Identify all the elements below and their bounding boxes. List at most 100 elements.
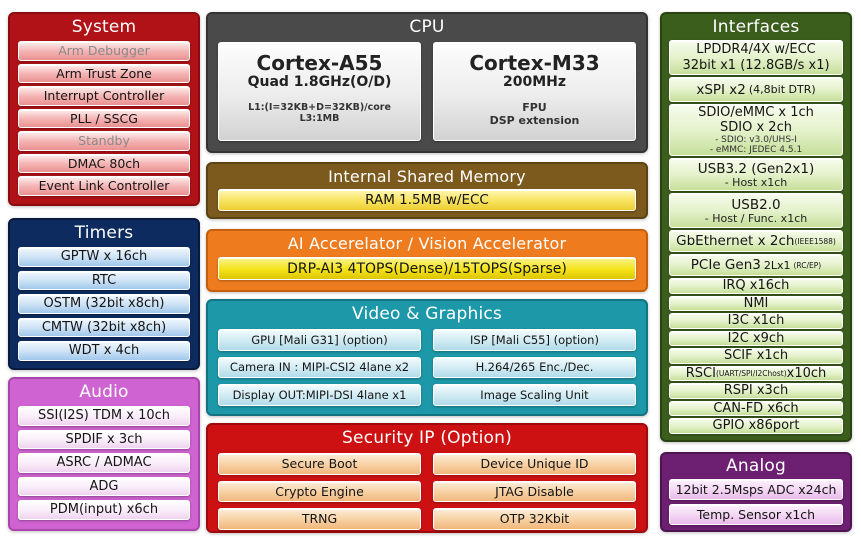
security-item-jtag-disable: JTAG Disable bbox=[433, 480, 636, 502]
cortex-m33-dsp-note: DSP extension bbox=[489, 114, 580, 127]
block-ai-accelerator: AI Accerelator / Vision Accelerator DRP-… bbox=[206, 229, 648, 292]
analog-item-temp-sensor: Temp. Sensor x1ch bbox=[669, 504, 843, 525]
xspi-suffix: (4,8bit DTR) bbox=[748, 83, 816, 96]
interfaces-item-rsci: RSCI (UART/SPI/I2Chost) x10ch bbox=[669, 365, 843, 381]
cortex-m33-clock: 200MHz bbox=[502, 74, 567, 90]
audio-title: Audio bbox=[79, 382, 129, 402]
system-item-interrupt-controller: Interrupt Controller bbox=[18, 86, 190, 106]
cortex-a55-l3-note: L3:1MB bbox=[299, 113, 340, 124]
security-title: Security IP (Option) bbox=[342, 428, 512, 448]
lpddr-line2: 32bit x1 (12.8GB/s x1) bbox=[682, 57, 830, 73]
interfaces-item-usb3: USB3.2 (Gen2x1) - Host x1ch bbox=[669, 158, 843, 191]
block-video-graphics: Video & Graphics GPU [Mali G31] (option)… bbox=[206, 299, 648, 416]
system-item-event-link-controller: Event Link Controller bbox=[18, 176, 190, 196]
cortex-m33-feature-notes: FPU DSP extension bbox=[434, 101, 635, 127]
interfaces-item-pcie: PCIe Gen3 2Lx1 (RC/EP) bbox=[669, 254, 843, 276]
interfaces-item-canfd: CAN-FD x6ch bbox=[669, 400, 843, 416]
block-security-ip: Security IP (Option) Secure Boot Device … bbox=[206, 423, 648, 533]
block-interfaces: Interfaces LPDDR4/4X w/ECC 32bit x1 (12.… bbox=[660, 12, 852, 442]
usb2-note: - Host / Func. x1ch bbox=[704, 211, 808, 225]
interfaces-item-xspi: xSPI x2 (4,8bit DTR) bbox=[669, 77, 843, 102]
sdio-note2: - eMMC: JEDEC 4.5.1 bbox=[709, 145, 803, 155]
rsci-pre: RSCI bbox=[685, 365, 716, 381]
video-item-display-out: Display OUT:MIPI-DSI 4lane x1 bbox=[218, 384, 421, 406]
interfaces-item-i2c: I2C x9ch bbox=[669, 330, 843, 346]
video-item-codec: H.264/265 Enc./Dec. bbox=[433, 356, 636, 378]
interfaces-item-rspi: RSPI x3ch bbox=[669, 383, 843, 399]
pcie-lanes: 2Lx1 bbox=[763, 258, 791, 272]
video-item-isp: ISP [Mali C55] (option) bbox=[433, 329, 636, 351]
interfaces-item-scif: SCIF x1ch bbox=[669, 348, 843, 364]
cortex-m33-name: Cortex-M33 bbox=[469, 51, 600, 75]
security-item-trng: TRNG bbox=[218, 508, 421, 530]
video-title: Video & Graphics bbox=[352, 304, 502, 324]
gbe-main: GbEthernet x 2ch bbox=[676, 233, 795, 249]
video-item-gpu: GPU [Mali G31] (option) bbox=[218, 329, 421, 351]
interfaces-item-irq: IRQ x16ch bbox=[669, 278, 843, 294]
cpu-cores: Cortex-A55 Quad 1.8GHz(O/D) L1:(I=32KB+D… bbox=[208, 40, 646, 151]
system-item-dmac: DMAC 80ch bbox=[18, 153, 190, 173]
block-analog: Analog 12bit 2.5Msps ADC x24ch Temp. Sen… bbox=[660, 452, 852, 532]
audio-items: SSI(I2S) TDM x 10ch SPDIF x 3ch ASRC / A… bbox=[10, 405, 198, 528]
analog-title: Analog bbox=[726, 456, 786, 476]
timers-item-cmtw: CMTW (32bit x8ch) bbox=[18, 317, 190, 337]
security-items: Secure Boot Device Unique ID Crypto Engi… bbox=[208, 451, 646, 540]
system-item-standby: Standby bbox=[18, 131, 190, 151]
interfaces-title: Interfaces bbox=[712, 17, 800, 37]
timers-item-wdt: WDT x 4ch bbox=[18, 341, 190, 361]
security-item-secure-boot: Secure Boot bbox=[218, 453, 421, 475]
block-timers: Timers GPTW x 16ch RTC OSTM (32bit x8ch)… bbox=[8, 218, 200, 370]
interfaces-item-nmi: NMI bbox=[669, 295, 843, 311]
video-item-image-scaling: Image Scaling Unit bbox=[433, 384, 636, 406]
cpu-core-cortex-m33: Cortex-M33 200MHz FPU DSP extension bbox=[433, 42, 636, 141]
pcie-suffix: (RC/EP) bbox=[793, 260, 822, 270]
video-item-camera-in: Camera IN : MIPI-CSI2 4lane x2 bbox=[218, 356, 421, 378]
timers-item-rtc: RTC bbox=[18, 270, 190, 290]
interfaces-item-i3c: I3C x1ch bbox=[669, 313, 843, 329]
cortex-a55-cache-notes: L1:(I=32KB+D=32KB)/core L3:1MB bbox=[219, 102, 420, 124]
rsci-post: x10ch bbox=[786, 365, 827, 381]
memory-items: RAM 1.5MB w/ECC bbox=[208, 189, 646, 219]
sdio-line2: SDIO x 2ch bbox=[720, 120, 792, 135]
audio-item-pdm: PDM(input) x6ch bbox=[18, 500, 190, 520]
timers-items: GPTW x 16ch RTC OSTM (32bit x8ch) CMTW (… bbox=[10, 246, 198, 369]
gbe-suffix: (IEEE1588) bbox=[794, 236, 836, 246]
video-items: GPU [Mali G31] (option) ISP [Mali C55] (… bbox=[208, 327, 646, 416]
rsci-tiny: (UART/SPI/I2Chost) bbox=[715, 368, 787, 378]
sdio-note1: - SDIO: v3.0/UHS-I bbox=[715, 135, 797, 145]
analog-items: 12bit 2.5Msps ADC x24ch Temp. Sensor x1c… bbox=[662, 478, 850, 532]
block-audio: Audio SSI(I2S) TDM x 10ch SPDIF x 3ch AS… bbox=[8, 377, 200, 531]
system-title: System bbox=[71, 17, 137, 37]
interfaces-item-lpddr: LPDDR4/4X w/ECC 32bit x1 (12.8GB/s x1) bbox=[669, 40, 843, 75]
system-item-arm-debugger: Arm Debugger bbox=[18, 41, 190, 61]
sdio-line1: SDIO/eMMC x 1ch bbox=[698, 105, 814, 120]
ai-item-drp-ai3: DRP-AI3 4TOPS(Dense)/15TOPS(Sparse) bbox=[218, 257, 636, 280]
system-items: Arm Debugger Arm Trust Zone Interrupt Co… bbox=[10, 40, 198, 204]
cortex-m33-fpu-note: FPU bbox=[522, 101, 547, 114]
cortex-a55-clock: Quad 1.8GHz(O/D) bbox=[247, 74, 392, 90]
security-item-otp: OTP 32Kbit bbox=[433, 508, 636, 530]
ai-items: DRP-AI3 4TOPS(Dense)/15TOPS(Sparse) bbox=[208, 256, 646, 289]
analog-item-adc: 12bit 2.5Msps ADC x24ch bbox=[669, 479, 843, 500]
interfaces-item-sdio: SDIO/eMMC x 1ch SDIO x 2ch - SDIO: v3.0/… bbox=[669, 104, 843, 156]
memory-item-ram: RAM 1.5MB w/ECC bbox=[218, 189, 636, 211]
audio-item-adg: ADG bbox=[18, 476, 190, 496]
timers-item-gptw: GPTW x 16ch bbox=[18, 247, 190, 267]
interfaces-items: LPDDR4/4X w/ECC 32bit x1 (12.8GB/s x1) x… bbox=[662, 40, 850, 440]
cortex-a55-l1-note: L1:(I=32KB+D=32KB)/core bbox=[248, 102, 391, 113]
ai-title: AI Accerelator / Vision Accelerator bbox=[287, 234, 567, 253]
block-internal-shared-memory: Internal Shared Memory RAM 1.5MB w/ECC bbox=[206, 162, 648, 219]
interfaces-item-gpio: GPIO x86port bbox=[669, 418, 843, 434]
cpu-title: CPU bbox=[409, 17, 445, 37]
system-item-pll-sscg: PLL / SSCG bbox=[18, 108, 190, 128]
memory-title: Internal Shared Memory bbox=[328, 167, 526, 186]
audio-item-spdif: SPDIF x 3ch bbox=[18, 429, 190, 449]
block-system: System Arm Debugger Arm Trust Zone Inter… bbox=[8, 12, 200, 206]
xspi-main: xSPI x2 bbox=[696, 81, 746, 98]
lpddr-line1: LPDDR4/4X w/ECC bbox=[696, 41, 816, 57]
usb3-note: - Host x1ch bbox=[724, 175, 788, 189]
timers-title: Timers bbox=[74, 223, 134, 243]
audio-item-ssi: SSI(I2S) TDM x 10ch bbox=[18, 406, 190, 426]
system-item-arm-trust-zone: Arm Trust Zone bbox=[18, 63, 190, 83]
